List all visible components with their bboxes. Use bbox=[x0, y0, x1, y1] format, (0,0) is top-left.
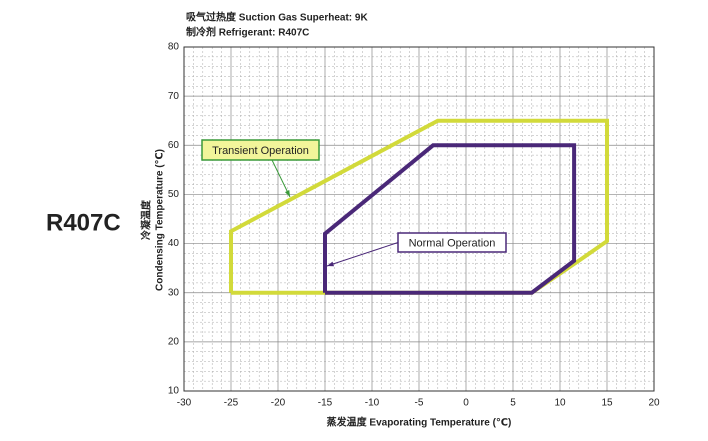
x-tick-label: -30 bbox=[177, 398, 192, 409]
annotation-label: Transient Operation bbox=[212, 145, 309, 157]
arrow-head bbox=[327, 261, 334, 267]
envelope-line bbox=[323, 143, 577, 295]
y-tick-label: 20 bbox=[168, 336, 180, 347]
annotation-arrow bbox=[271, 159, 291, 198]
refrigerant-label: R407C bbox=[46, 209, 121, 236]
plot-frame bbox=[183, 46, 655, 392]
annotation-box bbox=[397, 232, 507, 253]
y-tick-label: 30 bbox=[168, 287, 180, 298]
x-tick-label: 10 bbox=[554, 398, 566, 409]
annotation-arrow bbox=[326, 242, 399, 267]
x-tick-label: -15 bbox=[318, 398, 333, 409]
chart-subtitle: 制冷剂 Refrigerant: R407C bbox=[186, 26, 309, 39]
arrow-head bbox=[284, 190, 290, 197]
x-tick-label: -20 bbox=[271, 398, 286, 409]
x-axis-label: 蒸发温度 Evaporating Temperature (℃) bbox=[327, 416, 512, 429]
chart-title: 吸气过热度 Suction Gas Superheat: 9K bbox=[186, 11, 368, 24]
y-tick-label: 80 bbox=[168, 42, 180, 53]
x-tick-label: -25 bbox=[224, 398, 239, 409]
y-tick-label: 60 bbox=[168, 140, 180, 151]
x-tick-label: 5 bbox=[510, 398, 516, 409]
x-tick-label: 0 bbox=[463, 398, 469, 409]
y-tick-label: 10 bbox=[168, 386, 180, 397]
y-axis-label: Condensing Temperature (℃) bbox=[155, 149, 166, 291]
y-tick-label: 50 bbox=[168, 189, 180, 200]
x-tick-label: -10 bbox=[365, 398, 380, 409]
x-tick-label: -5 bbox=[415, 398, 424, 409]
y-tick-label: 70 bbox=[168, 91, 180, 102]
annotation-label: Normal Operation bbox=[409, 237, 496, 249]
x-tick-label: 15 bbox=[601, 398, 613, 409]
y-tick-label: 40 bbox=[168, 238, 180, 249]
y-axis-label-cn: 冷凝温度 bbox=[140, 199, 153, 240]
x-tick-label: 20 bbox=[648, 398, 660, 409]
annotation-box bbox=[201, 139, 320, 161]
